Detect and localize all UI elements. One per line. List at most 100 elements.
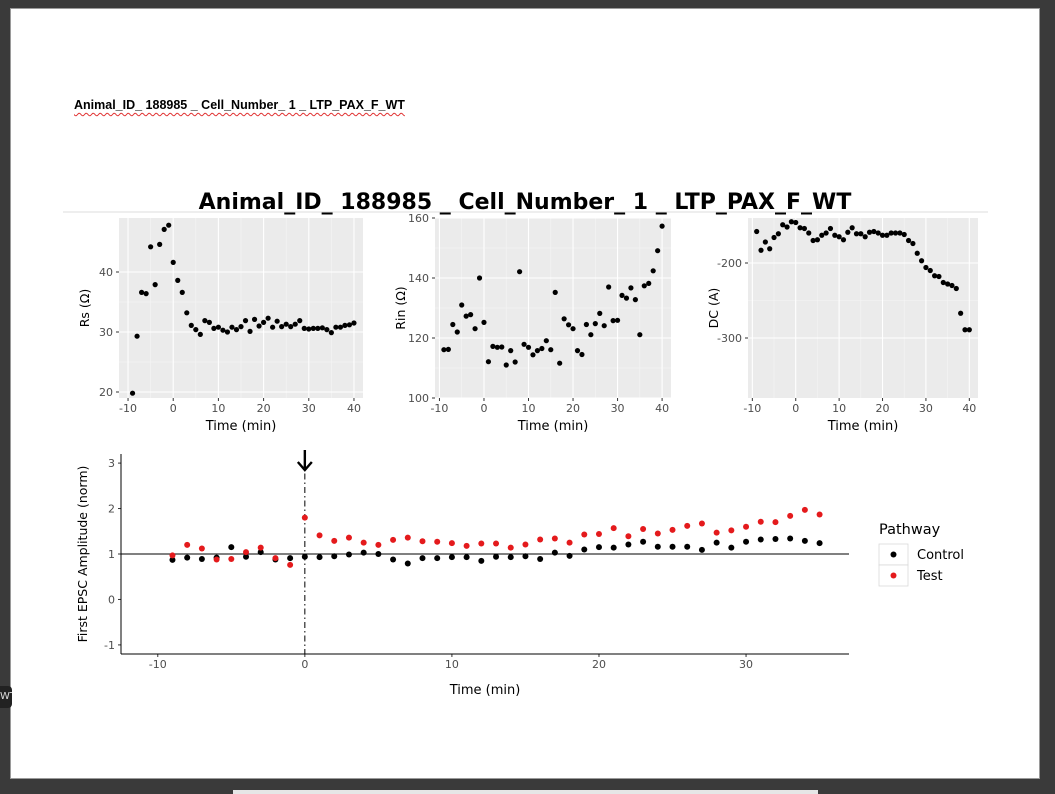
data-point [481, 319, 487, 325]
control-point [713, 539, 720, 546]
data-point [832, 232, 838, 238]
x-tick-label: 20 [592, 658, 606, 671]
side-tab[interactable]: WT [0, 686, 12, 708]
data-point [161, 226, 167, 232]
data-point [256, 323, 262, 329]
data-point [490, 343, 496, 349]
data-point [292, 321, 298, 327]
control-point [743, 538, 750, 545]
y-tick-label: -1 [104, 639, 115, 652]
control-point [625, 541, 632, 548]
test-point [375, 541, 382, 548]
data-point [472, 326, 478, 332]
data-point [539, 345, 545, 352]
x-tick-label: -10 [430, 402, 448, 415]
x-tick-label: 10 [832, 402, 846, 415]
data-point [650, 268, 656, 274]
test-point [787, 512, 794, 519]
data-point [188, 322, 194, 328]
test-point [816, 511, 823, 518]
legend-title: Pathway [879, 522, 941, 538]
data-point [610, 318, 616, 324]
data-point [166, 222, 172, 228]
test-point [390, 536, 397, 543]
data-point [923, 264, 929, 271]
test-point [404, 534, 411, 541]
y-tick-label: -300 [717, 332, 742, 345]
data-point [220, 327, 226, 333]
data-point [632, 297, 638, 303]
data-point [588, 332, 594, 338]
data-point [866, 229, 873, 235]
data-point [224, 329, 231, 335]
document-heading: Animal_ID_ 188985 _ Cell_Number_ 1 _ LTP… [74, 98, 405, 112]
x-tick-label: 0 [170, 402, 177, 415]
data-point [319, 325, 325, 331]
data-point [897, 230, 903, 236]
x-tick-label: 10 [522, 402, 536, 415]
data-point [503, 362, 509, 368]
x-tick-label: 0 [480, 402, 487, 415]
control-point [757, 536, 764, 543]
test-point [331, 537, 338, 544]
x-tick-label: 0 [301, 658, 308, 671]
legend: Pathway Control Test [878, 522, 964, 587]
test-point [345, 534, 352, 541]
test-point [566, 539, 573, 546]
data-point [459, 302, 465, 308]
control-point [448, 554, 455, 561]
data-point [517, 269, 523, 275]
test-point [625, 533, 632, 540]
data-point [450, 321, 456, 328]
data-point [557, 360, 563, 366]
x-tick-label: 40 [962, 402, 976, 415]
test-point [448, 540, 455, 547]
data-point [659, 223, 665, 229]
test-point [184, 541, 191, 548]
panel-rin: -10 0 10 20 30 40 100 120 140 160 Time (min) Rin (Ω… [393, 212, 671, 434]
test-point [698, 520, 705, 527]
test-point [684, 522, 691, 529]
test-point [551, 535, 558, 542]
data-point [310, 325, 316, 331]
data-point [754, 228, 760, 235]
test-point [772, 519, 779, 526]
x-tick-label: 30 [611, 402, 625, 415]
data-point [337, 324, 344, 330]
data-point [233, 327, 240, 333]
data-point [342, 322, 348, 328]
data-point [901, 231, 907, 238]
data-point [945, 281, 951, 287]
data-point [157, 241, 163, 247]
data-point [814, 237, 821, 243]
y-tick-label: 2 [108, 503, 115, 516]
x-tick-label: 30 [302, 402, 316, 415]
x-tick-label: 10 [445, 658, 459, 671]
data-point [628, 285, 634, 291]
data-point [637, 332, 643, 338]
control-point [360, 549, 367, 556]
data-point [966, 327, 972, 333]
data-point [170, 259, 176, 265]
data-point [543, 338, 549, 344]
data-point [215, 324, 222, 330]
control-point [493, 553, 500, 560]
data-point [279, 324, 285, 330]
horizontal-scrollbar[interactable] [233, 790, 818, 794]
panel-dc: -10 0 10 20 30 40 -300 -200 Time (min) DC (A) [706, 218, 978, 434]
control-point [654, 543, 661, 550]
data-point [623, 295, 630, 301]
test-point [228, 556, 235, 562]
data-point [324, 327, 330, 333]
control-point [610, 544, 617, 551]
data-point [793, 219, 799, 226]
control-point [684, 543, 691, 550]
data-point [949, 282, 955, 289]
data-point [845, 229, 851, 235]
data-point [283, 321, 289, 327]
data-point [134, 333, 140, 339]
data-point [485, 359, 492, 365]
data-point [565, 322, 572, 328]
test-point [507, 544, 514, 551]
data-point [333, 324, 339, 330]
